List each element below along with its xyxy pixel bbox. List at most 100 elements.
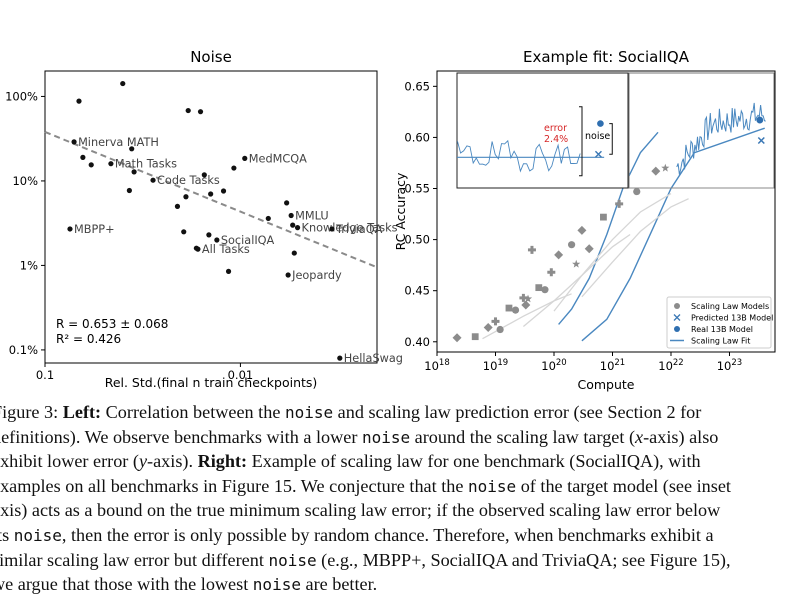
plot-frame <box>44 70 378 364</box>
inset-error-label: error <box>544 123 567 134</box>
scaling-fit-curve <box>581 198 689 298</box>
data-point <box>185 107 191 114</box>
x-axis-label: Rel. Std.(final n train checkpoints) <box>105 375 318 390</box>
point-label: MBPP+ <box>74 223 115 236</box>
caption-text: Right: <box>197 451 248 472</box>
data-point <box>329 226 335 232</box>
y-tick-label: 0.1% <box>9 343 38 357</box>
scaling-law-model-point <box>491 317 500 326</box>
scaling-law-model-point <box>527 245 536 254</box>
scaling-law-model-point <box>452 333 462 343</box>
y-tick-label: 0.45 <box>404 284 430 298</box>
inset-frame <box>456 72 629 189</box>
y-tick-label: 10% <box>12 174 38 188</box>
scaling-law-model-point <box>471 333 479 341</box>
data-point <box>183 194 189 200</box>
scaling-law-model-point <box>505 304 513 312</box>
caption-text: examples on all benchmarks in Figure 15.… <box>0 475 468 496</box>
inset-real-point <box>597 120 604 127</box>
scaling-law-model-point <box>633 187 641 196</box>
data-point <box>181 229 187 235</box>
caption-line: exhibit lower error (y-axis). Right: Exa… <box>0 449 800 474</box>
caption-text: -axis) also <box>643 426 719 447</box>
data-point <box>131 169 137 175</box>
inset-noise-label: noise <box>585 131 610 142</box>
caption-line: similar scaling law error but different … <box>0 548 800 573</box>
data-point <box>126 187 132 194</box>
point-label: Math Tasks <box>115 158 177 171</box>
scaling-law-model-point <box>584 244 594 254</box>
caption-code-term: noise <box>13 525 62 545</box>
y-axis-label: RC Accuracy <box>393 172 408 250</box>
chart-title: Example fit: SocialIQA <box>523 48 690 66</box>
x-tick-label: 1018 <box>424 358 449 373</box>
data-point <box>67 226 73 232</box>
scaling-law-model-point <box>511 306 520 314</box>
scaling-law-model-point <box>541 286 549 294</box>
x-axis-label: Compute <box>577 377 634 392</box>
real-13b-point <box>756 116 764 124</box>
scaling-law-model-point <box>535 284 543 292</box>
scaling-law-model-point <box>547 268 556 277</box>
point-label: Minerva MATH <box>78 136 159 149</box>
x-tick-label: 1020 <box>541 358 566 373</box>
data-point <box>337 355 343 361</box>
stat-annotation: R = 0.653 ± 0.068 <box>56 317 168 331</box>
data-point <box>71 139 77 145</box>
data-point <box>197 109 204 115</box>
x-tick-label: 1023 <box>717 358 742 373</box>
socialiqa-fit-chart: Example fit: SocialIQA Compute RC Accuracy… <box>393 48 776 392</box>
legend-marker <box>673 314 681 321</box>
data-point <box>290 222 296 228</box>
noise-scatter-chart: Noise Rel. Std.(final n train checkpoints… <box>5 48 403 390</box>
point-label: Jeopardy <box>291 269 342 282</box>
zoom-region <box>628 72 775 189</box>
point-label: TriviaQA <box>335 223 383 236</box>
legend-label: Real 13B Model <box>691 325 753 334</box>
caption-text: Figure 3: <box>0 402 59 422</box>
data-point <box>214 237 220 243</box>
data-point <box>120 80 126 87</box>
caption-text: Left: <box>62 402 102 422</box>
scaling-law-model-point <box>651 166 661 176</box>
x-tick-label: 0.01 <box>228 368 254 382</box>
caption-text: and scaling law prediction error (see Se… <box>333 402 702 422</box>
scaling-law-model-point <box>519 293 528 302</box>
y-tick-label: 1% <box>20 258 38 272</box>
caption-line: its noise, then the error is only possib… <box>0 523 800 548</box>
caption-text: of the target model (see inset <box>516 475 731 496</box>
data-point <box>195 246 201 252</box>
caption-text: Correlation between the <box>101 402 285 422</box>
data-point <box>88 162 94 168</box>
caption-code-term: noise <box>284 403 334 422</box>
point-label: Knowledge Tasks <box>302 222 398 235</box>
caption-text: exhibit lower error ( <box>0 451 139 472</box>
caption-text: , then the error is only possible by ran… <box>61 524 714 545</box>
legend-marker <box>674 303 680 309</box>
caption-text: around the scaling law target ( <box>410 426 636 447</box>
data-point <box>220 188 227 194</box>
scaling-law-model-point <box>615 199 624 208</box>
x-tick-label: 1019 <box>483 358 508 373</box>
y-tick-label: 100% <box>5 89 38 103</box>
data-point <box>242 155 248 161</box>
scaling-law-model-point <box>483 322 493 332</box>
scaling-law-model-point <box>661 163 670 172</box>
data-point <box>76 98 82 104</box>
data-point <box>284 200 290 206</box>
caption-line: axis) acts as a bound on the true minimu… <box>0 498 800 523</box>
legend-marker <box>674 326 680 332</box>
scaling-law-model-point <box>554 250 564 260</box>
point-label: All Tasks <box>202 243 250 256</box>
scaling-law-model-point <box>496 325 504 334</box>
chart-title: Noise <box>190 48 232 66</box>
scaling-law-model-point <box>523 294 533 303</box>
data-point <box>291 250 297 256</box>
caption-text: -axis). <box>147 451 198 472</box>
data-point <box>201 172 207 178</box>
caption-code-term: noise <box>268 550 317 570</box>
caption-text: definitions). We observe benchmarks with… <box>0 426 362 447</box>
predicted-13b-point <box>757 136 765 145</box>
caption-text: y <box>138 451 148 472</box>
caption-text: are better. <box>300 574 378 595</box>
